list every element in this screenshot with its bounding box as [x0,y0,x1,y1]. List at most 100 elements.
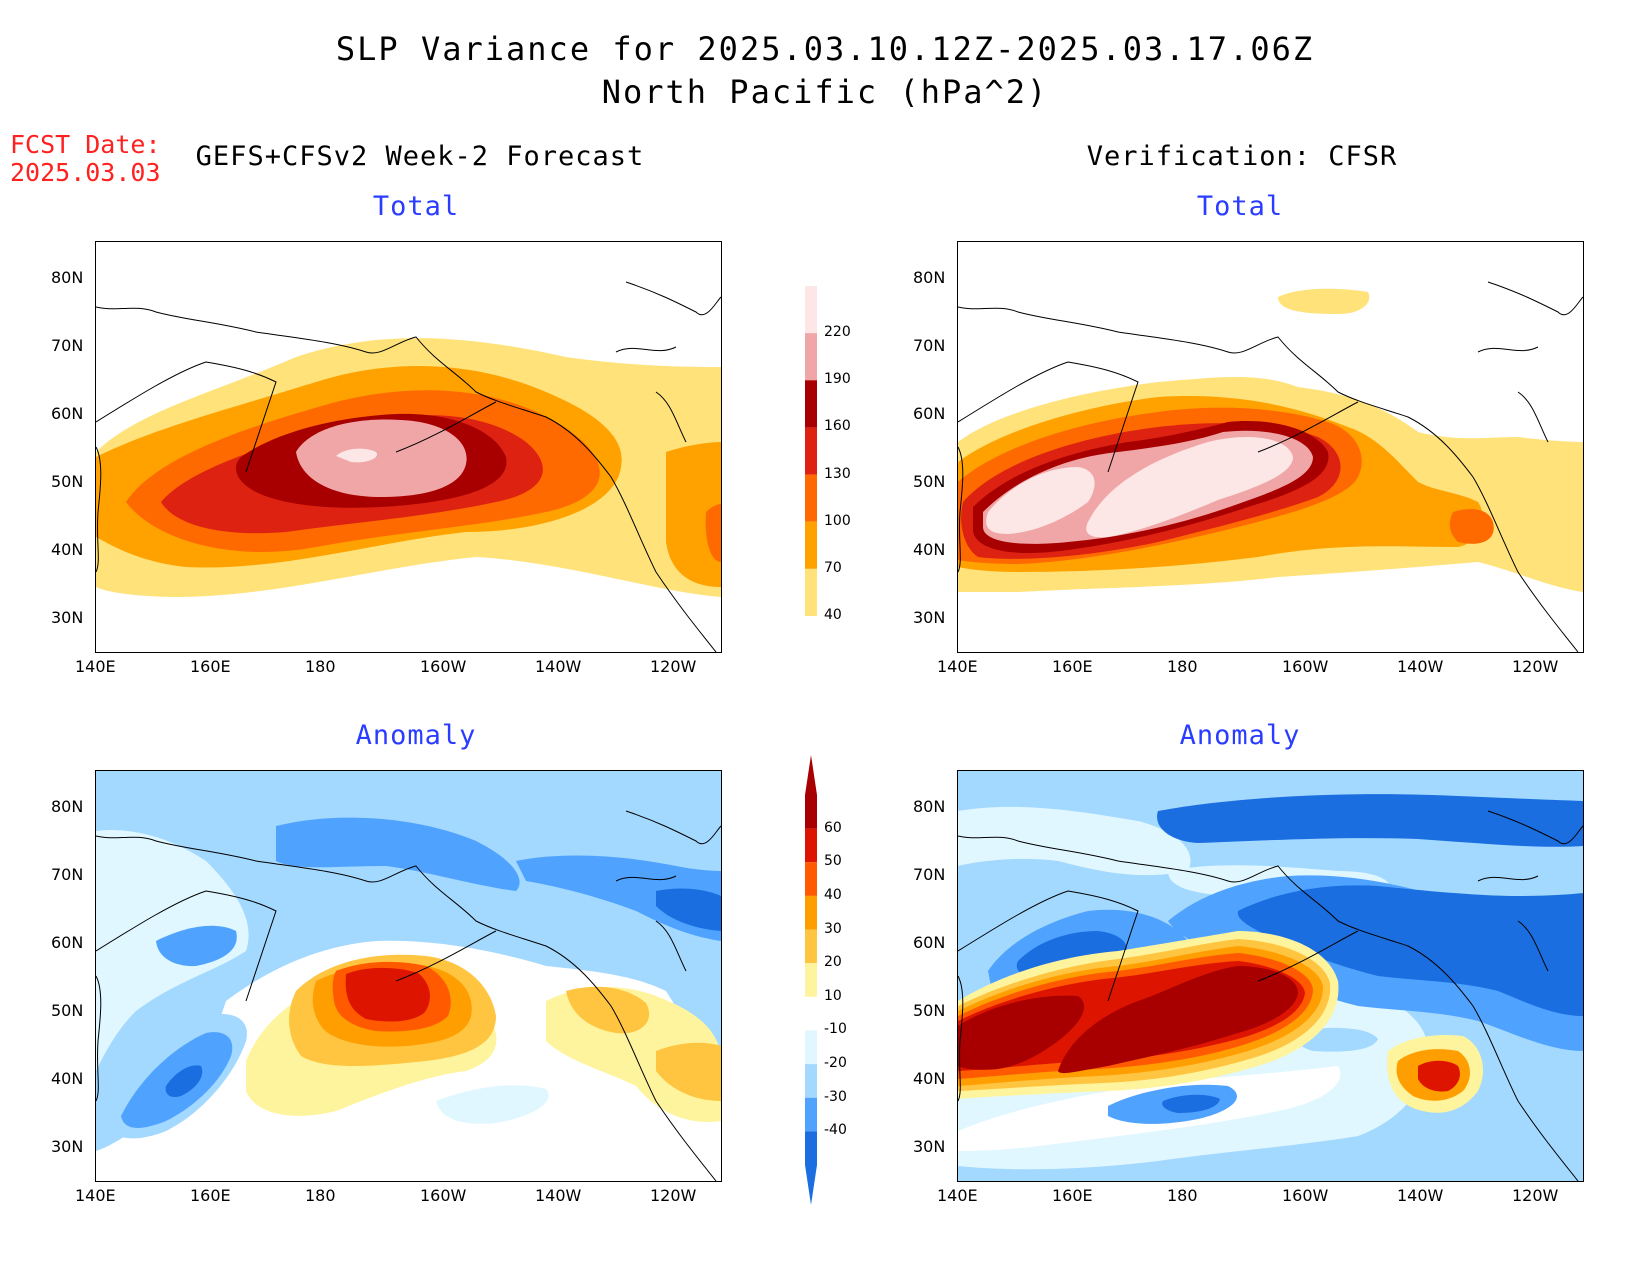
forecast-anomaly-map [95,770,722,1182]
contour-100-east [705,504,721,562]
colorbar-swatch [805,474,817,522]
lon-tick-label: 140W [1397,1186,1444,1205]
lon-tick-label: 120W [1512,657,1559,676]
contour-minus40-south [1162,1094,1220,1113]
lat-tick-label: 30N [51,1137,84,1156]
colorbar-swatch [805,963,817,997]
colorbar-swatch [805,1064,817,1098]
colorbar-tick-label: -40 [824,1122,847,1139]
contour-20-east2 [656,1042,721,1101]
lat-tick-label: 40N [51,1069,84,1088]
colorbar-swatch [805,929,817,964]
total-colorbar-strip [805,286,817,616]
verification-anomaly-map [957,770,1584,1182]
colorbar-swatch [805,1030,817,1065]
contour-220-west [986,467,1095,534]
contour-220-east [1086,437,1293,538]
colorbar-tick-label: 20 [824,954,842,971]
lat-tick-label: 60N [913,933,946,952]
lon-tick-label: 140E [75,1186,116,1205]
lat-tick-label: 60N [51,404,84,423]
lon-tick-label: 120W [1512,1186,1559,1205]
total-colorbar [800,286,830,620]
colorbar-arrow-bottom [805,1165,817,1205]
contour-100-east [1449,509,1494,544]
lat-tick-label: 50N [913,472,946,491]
colorbar-tick-label: 130 [824,465,851,482]
main-subtitle: North Pacific (hPa^2) [601,73,1049,111]
coastline [958,281,1583,652]
lat-tick-label: 80N [51,268,84,287]
forecast-header: GEFS+CFSv2 Week-2 Forecast [195,141,645,172]
lon-tick-label: 160E [190,657,231,676]
contour-minus10-north [958,806,1191,876]
anomaly-colorbar-strip [805,755,817,1205]
colorbar-swatch [805,1097,817,1132]
lon-tick-label: 180 [1167,657,1198,676]
contour-minus20-south [436,1085,549,1124]
main-title: SLP Variance for 2025.03.10.12Z-2025.03.… [335,30,1315,68]
lon-tick-label: 180 [1167,1186,1198,1205]
contour-minus30-north [276,817,520,891]
colorbar-swatch [805,862,817,896]
colorbar-swatch [805,895,817,930]
lat-tick-label: 80N [913,268,946,287]
lon-tick-label: 160W [1282,657,1329,676]
colorbar-swatch [805,286,817,334]
colorbar-tick-label: 100 [824,512,851,529]
contour-minus30-west [156,925,237,967]
colorbar-swatch [805,568,817,616]
verification-total-title: Total [1196,191,1284,222]
lat-tick-label: 60N [51,933,84,952]
coastline [958,810,1583,1181]
colorbar-swatch [805,521,817,569]
contour-40-north [1278,288,1370,314]
verification-anomaly-title: Anomaly [1179,720,1301,751]
lon-tick-label: 140W [535,1186,582,1205]
fcst-date-label: FCST Date: [10,130,161,159]
lat-tick-label: 80N [913,797,946,816]
contour-60-east [1058,966,1298,1074]
lon-tick-label: 140E [937,1186,978,1205]
colorbar-swatch [805,1131,817,1165]
lat-tick-label: 40N [51,540,84,559]
colorbar-swatch [805,427,817,475]
colorbar-tick-label: 30 [824,920,842,937]
lon-tick-label: 140E [75,657,116,676]
contour-minus40-northeast [656,888,721,931]
coastline [96,281,721,652]
contour-minus40-northband [1157,794,1583,847]
colorbar-tick-label: 10 [824,987,842,1004]
contour-70-east [666,442,721,587]
colorbar-swatch [805,795,817,829]
colorbar-swatch [805,996,817,1031]
lon-tick-label: 180 [305,657,336,676]
lat-tick-label: 70N [51,865,84,884]
lon-tick-label: 160E [190,1186,231,1205]
lon-tick-label: 140W [1397,657,1444,676]
contour-50 [345,967,430,1022]
anomaly-colorbar [800,755,830,1209]
forecast-anomaly-title: Anomaly [355,720,477,751]
lon-tick-label: 160E [1052,657,1093,676]
colorbar-tick-label: 40 [824,607,842,623]
contour-minus40-central [1237,885,1583,1016]
contour-minus30-northeast [516,855,721,941]
colorbar-swatch [805,333,817,381]
lat-tick-label: 70N [913,336,946,355]
colorbar-tick-label: -30 [824,1088,847,1105]
lon-tick-label: 160W [1282,1186,1329,1205]
lat-tick-label: 30N [913,608,946,627]
colorbar-tick-label: 60 [824,819,842,836]
colorbar-arrow-top [805,755,817,795]
colorbar-tick-label: 70 [824,559,842,576]
lat-tick-label: 70N [913,865,946,884]
lon-tick-label: 160W [420,657,467,676]
colorbar-tick-label: 160 [824,418,851,435]
lon-tick-label: 180 [305,1186,336,1205]
verification-total-map [957,241,1584,653]
colorbar-tick-label: 190 [824,371,851,388]
contour-60-west [958,995,1085,1070]
coastline [96,810,721,1181]
contour-190 [296,419,467,497]
